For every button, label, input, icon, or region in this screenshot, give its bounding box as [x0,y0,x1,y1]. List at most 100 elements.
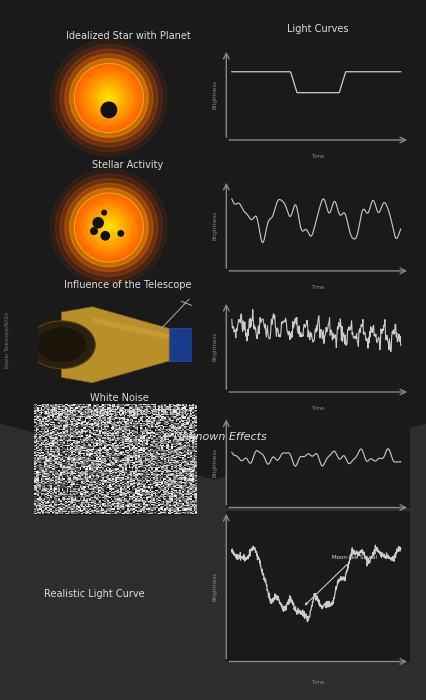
Circle shape [86,75,132,121]
Circle shape [103,92,115,104]
Circle shape [79,68,138,128]
Text: Brightness: Brightness [212,211,217,240]
Circle shape [82,201,135,254]
Circle shape [78,67,139,129]
Circle shape [50,169,167,286]
Circle shape [98,88,119,108]
Text: + Unknown Effects: + Unknown Effects [160,433,266,442]
Circle shape [75,64,142,132]
Polygon shape [92,318,169,340]
Circle shape [83,72,134,124]
Circle shape [99,218,118,237]
Circle shape [86,76,131,120]
Circle shape [97,216,121,239]
Circle shape [104,93,114,103]
Circle shape [98,217,119,238]
Circle shape [89,208,128,247]
Text: White Noise
(Basic Characteristic of Light): White Noise (Basic Characteristic of Lig… [47,393,192,416]
Circle shape [101,220,116,235]
Circle shape [96,215,121,240]
Circle shape [92,211,125,244]
Circle shape [37,328,86,362]
Circle shape [69,59,148,137]
Circle shape [78,197,139,258]
Circle shape [75,194,142,261]
Circle shape [105,94,112,101]
Circle shape [89,78,128,118]
Circle shape [118,231,123,236]
Text: Idealized Star with Planet: Idealized Star with Planet [66,31,190,41]
Circle shape [95,214,122,242]
Circle shape [87,76,130,120]
Text: Time: Time [311,521,324,526]
Circle shape [107,226,110,229]
Circle shape [93,83,124,113]
Circle shape [83,202,134,253]
Circle shape [76,66,141,130]
Circle shape [102,91,115,105]
Circle shape [55,45,162,151]
Circle shape [91,209,127,246]
Circle shape [69,188,148,267]
Text: Time: Time [311,406,324,411]
Circle shape [81,200,136,255]
Circle shape [101,232,109,240]
Circle shape [101,102,116,118]
Circle shape [55,174,162,281]
Circle shape [81,71,136,125]
Circle shape [91,228,97,234]
Circle shape [104,223,114,232]
Text: Time: Time [311,285,324,290]
Circle shape [108,97,109,99]
Text: Brightness: Brightness [212,572,217,601]
Circle shape [79,197,138,258]
Circle shape [92,82,125,114]
Circle shape [60,49,157,147]
Circle shape [99,89,118,107]
Circle shape [94,83,123,113]
Circle shape [88,78,129,118]
Circle shape [100,219,117,236]
Circle shape [106,225,111,230]
Circle shape [106,95,111,101]
Circle shape [60,178,157,276]
Circle shape [81,199,137,256]
Circle shape [76,195,141,260]
Circle shape [92,81,126,115]
Circle shape [86,204,132,251]
Circle shape [104,223,113,232]
Text: Time: Time [311,680,324,685]
Text: Moon-like Signal: Moon-like Signal [305,555,376,605]
Circle shape [77,66,140,130]
Circle shape [101,90,116,106]
Circle shape [77,196,140,259]
Circle shape [87,206,130,249]
Text: Brightness: Brightness [212,80,217,109]
Circle shape [82,71,135,125]
Circle shape [80,69,138,127]
Circle shape [84,203,133,252]
Circle shape [93,212,124,243]
Circle shape [50,40,167,156]
Polygon shape [169,328,195,361]
Circle shape [98,216,120,239]
Circle shape [107,97,110,99]
Text: Influence of the Telescope: Influence of the Telescope [64,280,191,290]
Text: Stellar Activity: Stellar Activity [92,160,163,169]
Text: Time: Time [311,153,324,159]
Circle shape [28,321,95,369]
Circle shape [96,85,121,111]
Text: Brightness: Brightness [212,447,217,477]
Circle shape [65,183,153,272]
Circle shape [97,86,121,110]
Circle shape [105,224,112,231]
Circle shape [103,221,115,234]
Circle shape [91,80,127,116]
Circle shape [93,218,103,228]
Circle shape [84,74,133,122]
Circle shape [85,204,132,251]
Circle shape [88,207,129,248]
Polygon shape [31,328,57,361]
Circle shape [65,54,153,142]
Circle shape [86,205,131,250]
